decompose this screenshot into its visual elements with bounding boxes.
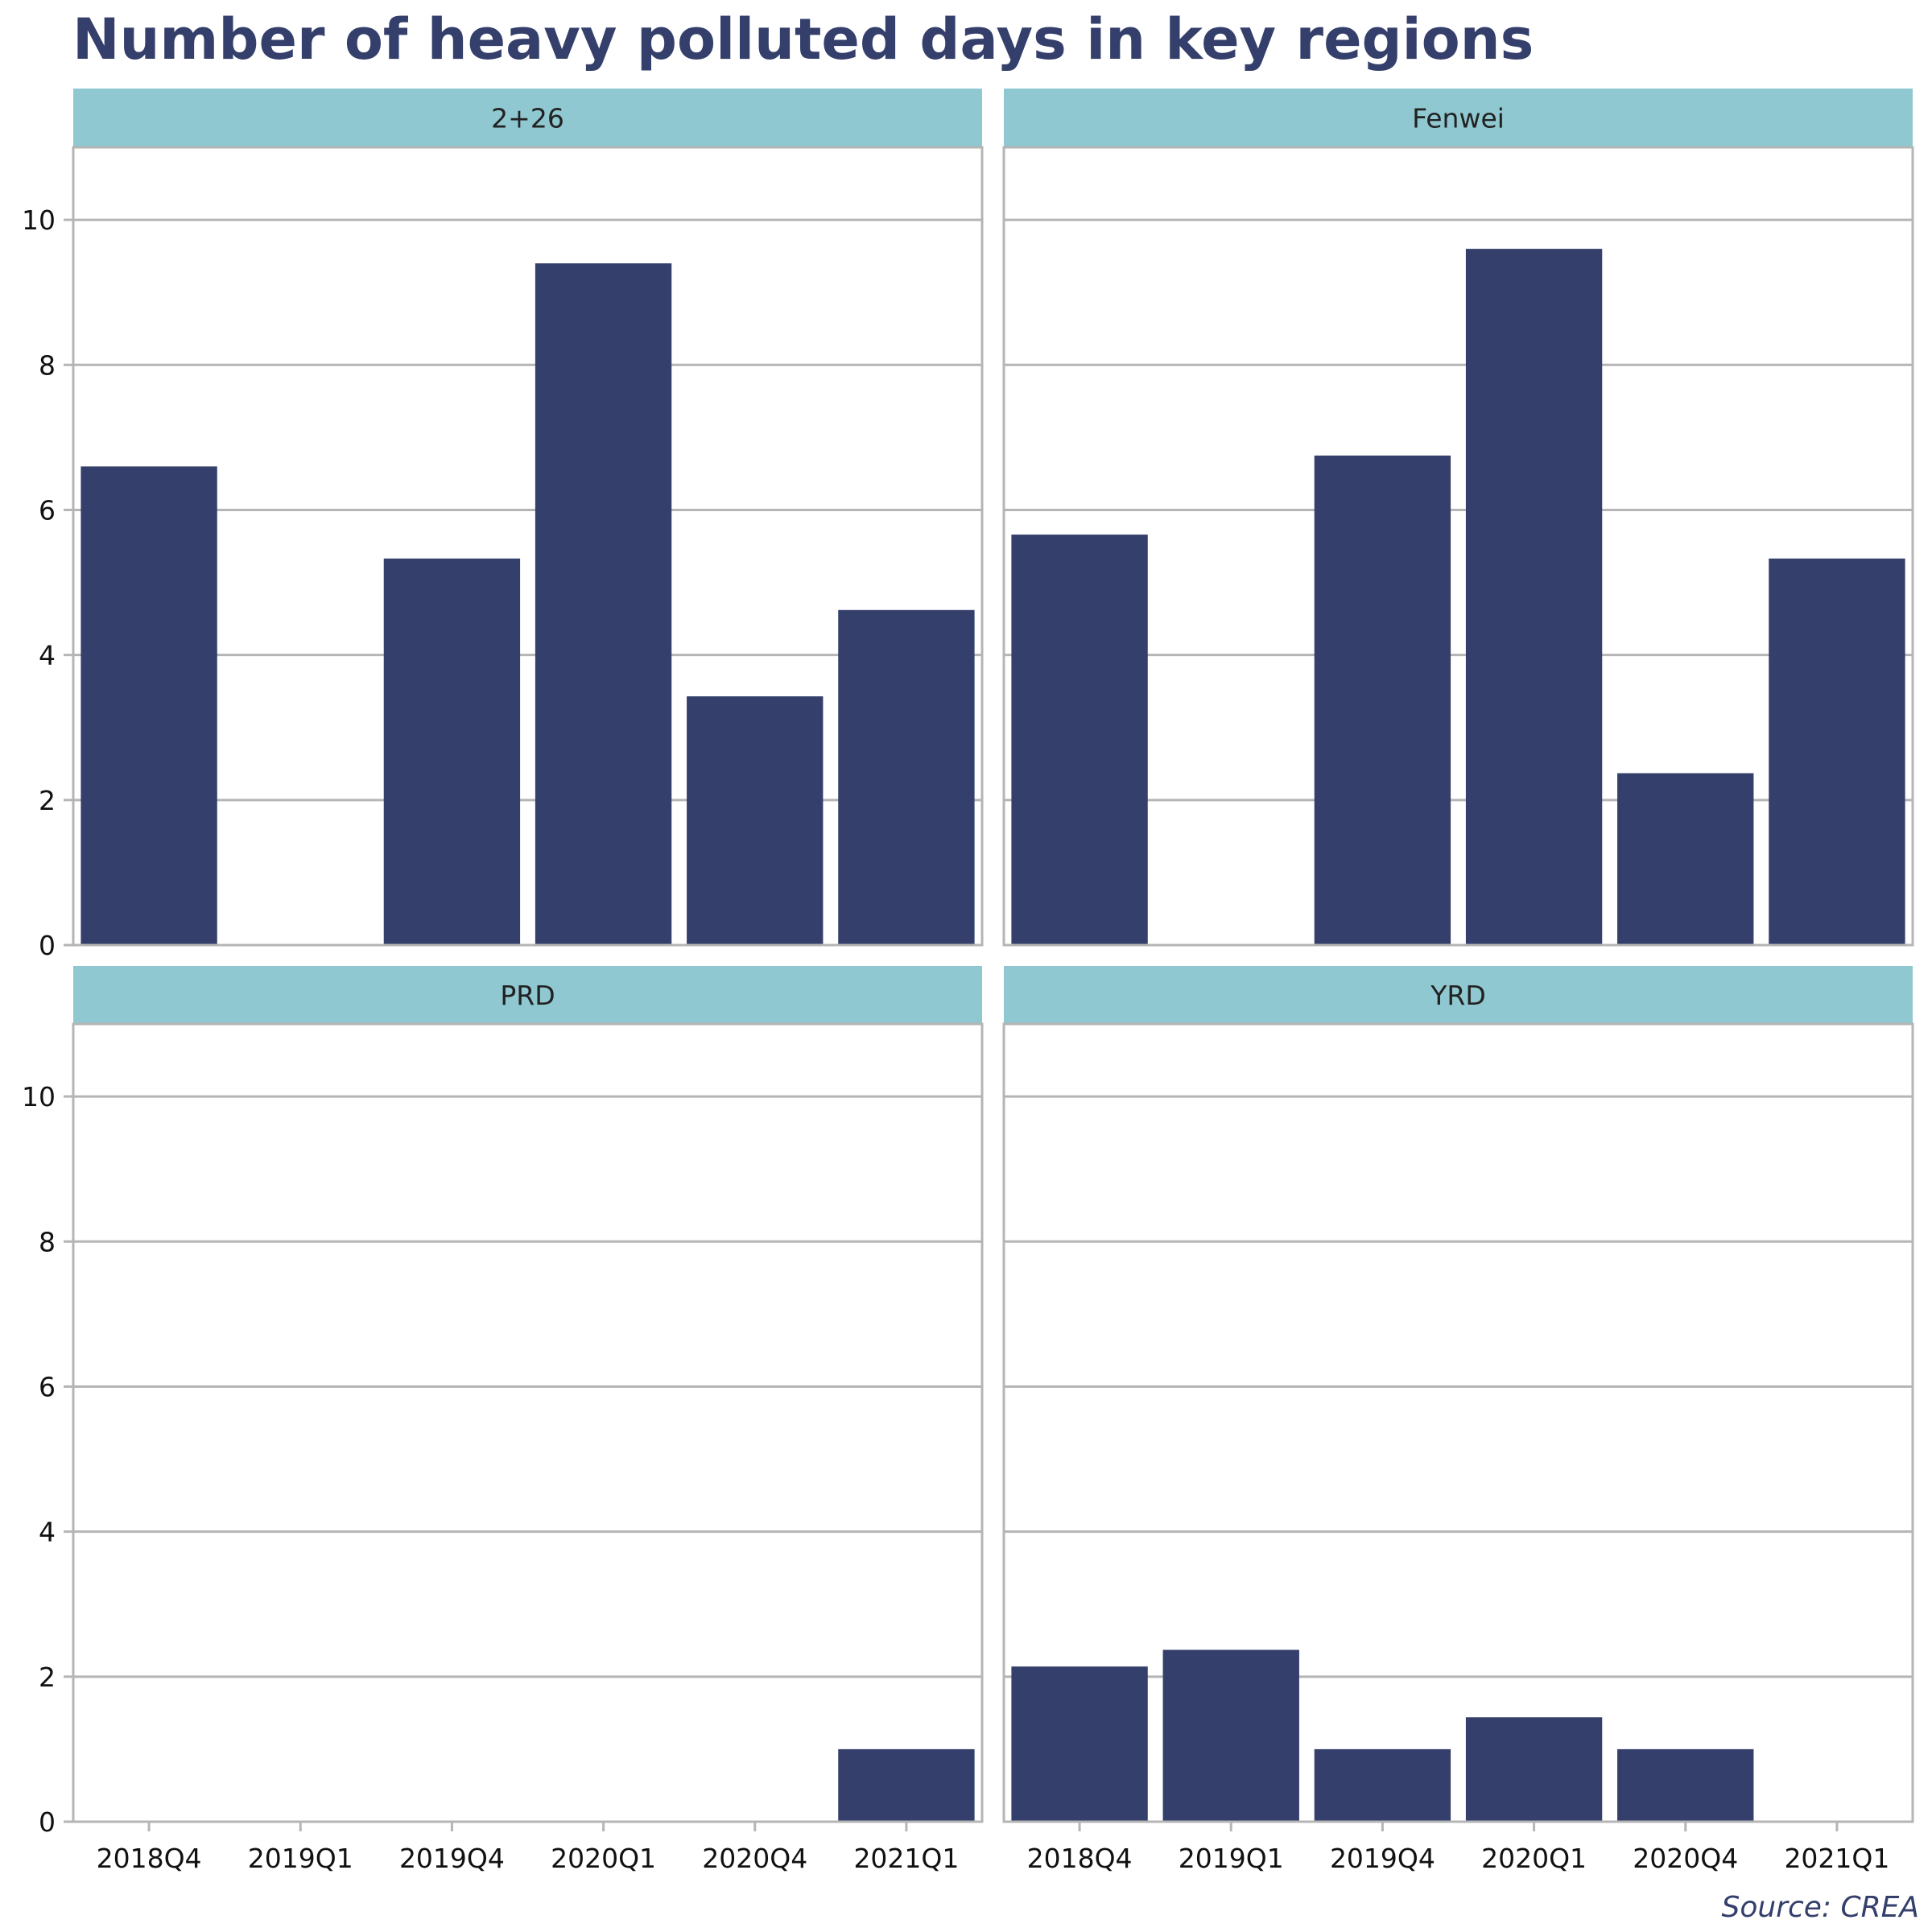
y-tick-label: 6 <box>39 1371 56 1402</box>
x-tick-label-2019q4: 2019Q4 <box>1330 1843 1435 1874</box>
facet-label-prd: PRD <box>500 980 555 1011</box>
x-tick-label-2021q1: 2021Q1 <box>1784 1843 1889 1874</box>
bar-fenwei-2020q1 <box>1465 249 1603 945</box>
x-tick-label-2019q4: 2019Q4 <box>399 1843 505 1874</box>
facet-label-fenwei: Fenwei <box>1412 103 1505 134</box>
y-tick-label: 0 <box>39 1806 56 1838</box>
x-tick-label-2018q4: 2018Q4 <box>97 1843 202 1874</box>
x-tick-label-2019q1: 2019Q1 <box>1179 1843 1284 1874</box>
y-tick-label: 2 <box>39 785 56 816</box>
facet-strip-yrd <box>1004 966 1913 1024</box>
bar-yrd-2020q4 <box>1617 1748 1754 1822</box>
y-tick-label: 10 <box>22 204 56 236</box>
bar-prd-2021q1 <box>838 1748 975 1822</box>
y-tick-label: 4 <box>39 640 56 671</box>
bar-2-26-2020q4 <box>687 696 824 945</box>
y-tick-label: 8 <box>39 1226 56 1257</box>
bar-fenwei-2018q4 <box>1011 535 1148 945</box>
y-tick-label: 6 <box>39 494 56 526</box>
panel-border <box>72 1022 984 1823</box>
x-tick-label-2019q1: 2019Q1 <box>248 1843 353 1874</box>
bar-yrd-2018q4 <box>1011 1666 1148 1822</box>
bar-fenwei-2021q1 <box>1769 558 1905 945</box>
x-tick-label-2020q1: 2020Q1 <box>551 1843 656 1874</box>
panel-border <box>1002 1022 1914 1823</box>
facet-strip-2-26 <box>73 89 982 147</box>
bar-fenwei-2019q4 <box>1314 455 1451 945</box>
facet-strip-fenwei <box>1004 89 1913 147</box>
bar-2-26-2020q1 <box>535 263 672 945</box>
y-tick-label: 8 <box>39 349 56 381</box>
facet-strip-prd <box>73 966 982 1024</box>
source-note: Source: CREA <box>1721 1891 1919 1924</box>
x-tick-label-2020q1: 2020Q1 <box>1481 1843 1587 1874</box>
y-tick-label: 2 <box>39 1662 56 1693</box>
bar-yrd-2019q1 <box>1162 1649 1299 1822</box>
bar-yrd-2019q4 <box>1314 1748 1451 1822</box>
bar-2-26-2019q4 <box>383 558 521 945</box>
panel-border <box>72 146 984 947</box>
facet-label-2-26: 2+26 <box>491 103 564 134</box>
x-tick-label-2018q4: 2018Q4 <box>1027 1843 1133 1874</box>
x-tick-label-2021q1: 2021Q1 <box>853 1843 959 1874</box>
bar-2-26-2018q4 <box>80 466 217 945</box>
x-tick-label-2020q4: 2020Q4 <box>702 1843 807 1874</box>
bar-fenwei-2020q4 <box>1617 773 1754 945</box>
panel-border <box>1002 146 1914 947</box>
y-tick-label: 10 <box>22 1081 56 1113</box>
y-tick-label: 0 <box>39 930 56 961</box>
x-tick-label-2020q4: 2020Q4 <box>1633 1843 1738 1874</box>
chart-title: Number of heavy polluted days in key reg… <box>72 6 1534 72</box>
y-tick-label: 4 <box>39 1517 56 1548</box>
bar-yrd-2020q1 <box>1465 1717 1603 1822</box>
bar-2-26-2021q1 <box>838 609 975 945</box>
facet-label-yrd: YRD <box>1430 980 1486 1011</box>
